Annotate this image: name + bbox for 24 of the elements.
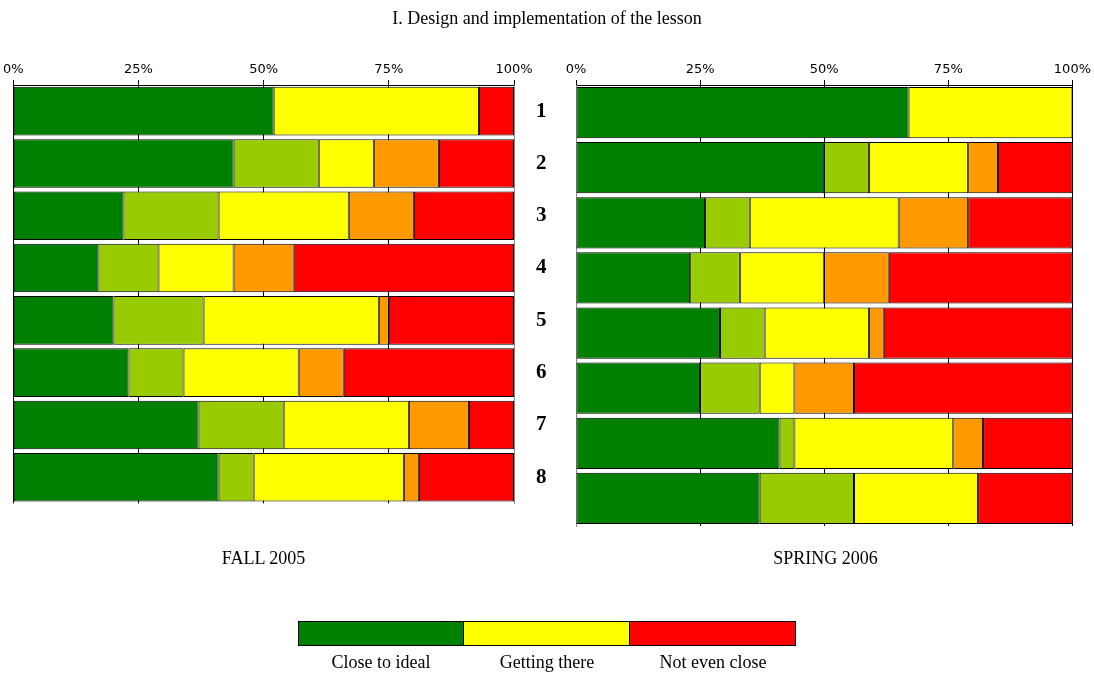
text: Close to ideal [331,652,431,673]
y-tick-label: 7 [536,411,547,436]
y-tick-label: 2 [536,149,547,174]
x-tick-label: 100% [1053,60,1091,76]
y-tick-label: 6 [536,359,547,384]
y-tick-label: 4 [536,254,547,279]
text: Getting there [499,652,595,673]
x-tick-label: 25% [124,60,153,76]
y-tick-label: 1 [536,97,547,122]
x-axis-title: FALL 2005 [220,548,307,569]
x-tick-label: 75% [374,60,404,76]
x-tick-label: 50% [249,60,279,76]
y-tick-label: 8 [536,463,547,488]
x-tick-label: 0% [565,60,587,76]
x-tick-label: 75% [933,60,963,76]
chart-title: I. Design and implementation of the lesson [391,8,703,29]
x-axis-title: SPRING 2006 [772,548,879,569]
x-tick-label: 100% [495,60,533,76]
y-tick-label: 3 [536,202,547,227]
text: Not even close [659,652,767,673]
x-tick-label: 50% [809,60,839,76]
y-tick-label: 5 [536,306,547,331]
x-tick-label: 0% [3,60,24,76]
x-tick-label: 25% [685,60,715,76]
